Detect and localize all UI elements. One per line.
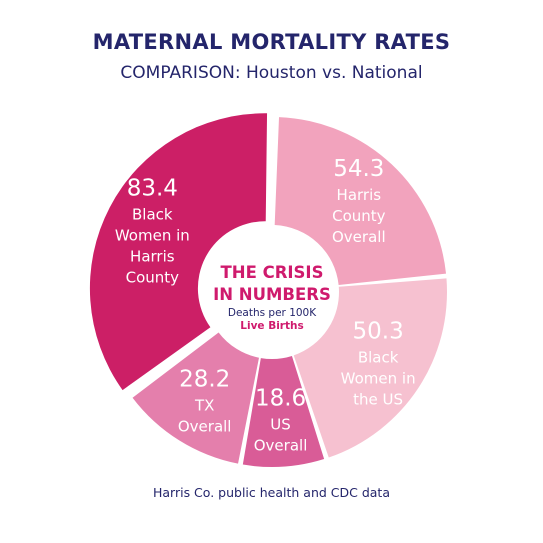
slice-value-label: 50.3 — [353, 318, 404, 344]
donut-slice — [242, 355, 325, 467]
slice-value-label: 83.4 — [127, 176, 178, 202]
slice-value-label: 28.2 — [179, 367, 230, 393]
slice-category-label: County — [126, 269, 180, 287]
slice-category-label: Overall — [254, 437, 308, 455]
slice-category-label: Overall — [178, 418, 232, 436]
donut-slice — [132, 332, 259, 464]
source-note: Harris Co. public health and CDC data — [152, 485, 390, 500]
donut-slice — [274, 117, 447, 285]
donut-slice — [89, 113, 268, 391]
chart-subtitle: COMPARISON: Houston vs. National — [120, 63, 423, 83]
center-unit-line1: Deaths per 100K — [228, 307, 317, 319]
slice-category-label: County — [332, 207, 386, 225]
slice-category-label: Harris — [337, 186, 382, 204]
slice-category-label: TX — [194, 397, 214, 415]
slice-category-label: the US — [353, 390, 403, 408]
slice-category-label: Women in — [341, 369, 416, 387]
center-unit-line2: Live Births — [240, 320, 303, 332]
slice-category-label: Black — [358, 348, 399, 366]
chart-title: MATERNAL MORTALITY RATES — [92, 30, 451, 54]
slice-category-label: Women in — [115, 227, 190, 245]
slice-value-label: 54.3 — [333, 156, 384, 182]
slice-value-label: 18.6 — [255, 386, 306, 412]
center-label: THE CRISIS IN NUMBERS Deaths per 100K Li… — [213, 263, 331, 332]
slice-category-label: Black — [132, 206, 173, 224]
slice-category-label: Harris — [130, 248, 175, 266]
slice-category-label: Overall — [332, 228, 386, 246]
center-title-line2: IN NUMBERS — [213, 285, 331, 304]
center-title-line1: THE CRISIS — [221, 263, 324, 282]
slice-category-label: US — [270, 416, 291, 434]
donut-slice — [293, 278, 447, 458]
